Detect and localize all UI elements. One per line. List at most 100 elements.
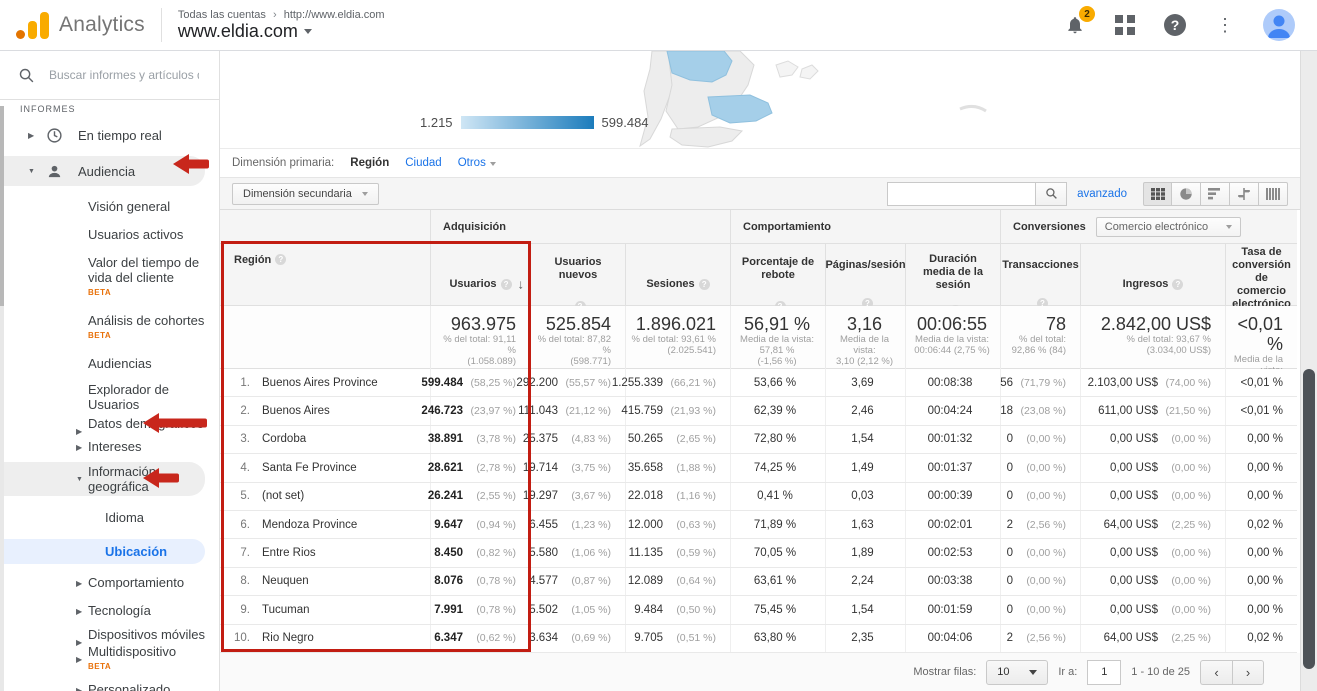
performance-view-button[interactable] [1201, 181, 1230, 206]
sidebar-item-tecnologia[interactable]: ▶ Tecnología [76, 603, 151, 618]
table-search-button[interactable] [1035, 181, 1068, 206]
dimension-ciudad-link[interactable]: Ciudad [405, 157, 442, 169]
column-header-ingresos[interactable]: Ingresos? [1080, 244, 1225, 324]
column-header-paginas-sesion[interactable]: Páginas/sesión? [825, 244, 906, 324]
page-scrollbar[interactable] [1300, 51, 1317, 691]
sidebar-item-audiencia[interactable]: ▼ Audiencia [0, 156, 205, 186]
region-link[interactable]: (not set) [262, 490, 305, 503]
sort-descending-icon[interactable]: ↓ [517, 276, 525, 292]
sidebar-scrollbar[interactable] [0, 106, 4, 691]
analytics-logo-icon[interactable] [16, 11, 49, 39]
transactions-value: 0 [1006, 547, 1013, 560]
sidebar-item-explorador-usuarios[interactable]: Explorador de Usuarios [88, 382, 169, 412]
secondary-dimension-button[interactable]: Dimensión secundaria [232, 182, 379, 205]
sidebar-item-analisis-cohortes[interactable]: Análisis de cohortes BETA [0, 313, 219, 343]
sidebar-item-audiencias[interactable]: Audiencias [88, 356, 152, 371]
rows-per-page-select[interactable]: 10 [986, 659, 1049, 685]
conv-rate-value: 0,00 % [1247, 575, 1283, 588]
kebab-menu-icon[interactable]: ⋮ [1216, 14, 1234, 35]
advanced-filter-link[interactable]: avanzado [1077, 187, 1127, 200]
user-avatar[interactable] [1263, 9, 1295, 41]
sidebar-item-intereses[interactable]: ▶ Intereses [76, 439, 142, 454]
breadcrumb-url[interactable]: http://www.eldia.com [283, 8, 385, 21]
search-icon [19, 68, 34, 82]
sidebar-item-dispositivos-moviles[interactable]: ▶ Dispositivos móviles [0, 627, 219, 647]
revenue-pct: (2,25 %) [1171, 632, 1211, 645]
scrollbar-thumb[interactable] [1303, 369, 1315, 669]
region-link[interactable]: Entre Rios [262, 547, 316, 560]
dimension-otros-link[interactable]: Otros [458, 157, 496, 169]
sidebar-item-vision-general[interactable]: Visión general [88, 199, 171, 214]
transactions-value: 2 [1006, 632, 1013, 645]
sidebar-item-comportamiento[interactable]: ▶ Comportamiento [76, 575, 185, 590]
help-icon[interactable]: ? [275, 254, 287, 265]
breadcrumb[interactable]: Todas las cuentas › http://www.eldia.com [177, 8, 385, 21]
sidebar-item-informacion-geografica[interactable]: ▼ Información geográfica [0, 462, 205, 496]
pages-value: 1,54 [851, 603, 874, 616]
sidebar-item-idioma[interactable]: Idioma [105, 510, 145, 525]
pages-value: 2,46 [851, 405, 874, 418]
region-link[interactable]: Neuquen [262, 575, 309, 588]
breadcrumb-account[interactable]: Todas las cuentas [177, 8, 266, 21]
revenue-value: 64,00 US$ [1103, 518, 1158, 531]
chevron-right-icon: ▶ [76, 686, 83, 691]
dimension-region-selected[interactable]: Región [350, 157, 390, 169]
argentina-map[interactable] [220, 51, 1300, 149]
pages-value: 1,54 [851, 433, 874, 446]
region-link[interactable]: Mendoza Province [262, 518, 358, 531]
region-link[interactable]: Tucuman [262, 603, 310, 616]
column-header-transacciones[interactable]: Transacciones? [1000, 244, 1080, 324]
transactions-pct: (71,79 %) [1020, 376, 1066, 389]
region-link[interactable]: Buenos Aires [262, 405, 330, 418]
column-header-region[interactable]: Región? [220, 244, 430, 324]
users-value: 8.450 [434, 547, 463, 560]
sidebar-item-realtime[interactable]: ▶ En tiempo real [0, 120, 219, 150]
help-icon[interactable]: ? [698, 278, 710, 290]
column-header-usuarios[interactable]: Usuarios? ↓ [430, 244, 530, 324]
table-view-button[interactable] [1143, 181, 1172, 206]
region-link[interactable]: Rio Negro [262, 632, 314, 645]
table-search-input[interactable] [887, 181, 1036, 206]
duration-value: 00:04:24 [927, 405, 973, 418]
comparison-view-button[interactable] [1230, 181, 1259, 206]
next-page-button[interactable]: › [1232, 659, 1264, 685]
main-content: 1.215 599.484 Dimensión primaria: Región… [220, 51, 1300, 691]
goto-page-input[interactable] [1087, 659, 1122, 685]
sidebar-item-valor-tiempo-vida[interactable]: Valor del tiempo de vida del cliente BET… [0, 255, 219, 300]
sidebar-item-datos-demograficos[interactable]: ▶ Datos demográficos [0, 416, 219, 436]
conversions-type-select[interactable]: Comercio electrónico [1095, 216, 1242, 237]
sidebar-item-multidispositivo[interactable]: ▶ Multidispositivo BETA [0, 644, 219, 674]
pages-value: 1,89 [851, 547, 874, 560]
region-link[interactable]: Santa Fe Province [262, 461, 357, 474]
summary-rebote: 56,91 % Media de la vista: 57,81 % (-1,56 … [730, 306, 825, 398]
pivot-view-button[interactable] [1259, 181, 1288, 206]
help-icon[interactable]: ? [862, 298, 873, 309]
sidebar-item-usuarios-activos[interactable]: Usuarios activos [88, 227, 184, 242]
help-icon[interactable]: ? [1172, 278, 1184, 290]
region-link[interactable]: Buenos Aires Province [262, 376, 378, 389]
notifications-bell-icon[interactable]: 2 [1063, 6, 1095, 37]
new-users-value: 19.297 [522, 490, 558, 503]
region-link[interactable]: Cordoba [262, 433, 307, 446]
revenue-pct: (2,25 %) [1171, 518, 1211, 531]
help-icon[interactable]: ? [500, 278, 512, 290]
duration-value: 00:01:59 [927, 603, 973, 616]
help-icon[interactable]: ? [1037, 298, 1048, 309]
help-icon[interactable]: ? [1163, 13, 1187, 37]
apps-grid-icon[interactable] [1113, 13, 1137, 37]
percentage-view-button[interactable] [1172, 181, 1201, 206]
property-selector[interactable]: www.eldia.com [177, 20, 298, 41]
search-input[interactable] [49, 68, 199, 82]
column-header-duracion-media[interactable]: Duración media de la sesión? [905, 244, 1000, 324]
users-value: 38.891 [427, 433, 463, 446]
sidebar-item-personalizado[interactable]: ▶ Personalizado [0, 682, 219, 691]
revenue-value: 611,00 US$ [1098, 405, 1158, 418]
previous-page-button[interactable]: ‹ [1200, 659, 1232, 685]
row-rank: 10. [234, 632, 250, 645]
duration-value: 00:01:37 [927, 461, 973, 474]
sidebar-item-ubicacion[interactable]: Ubicación [0, 539, 205, 564]
sessions-value: 50.265 [627, 433, 663, 446]
column-header-sesiones[interactable]: Sesiones? [625, 244, 730, 324]
users-pct: (23,97 %) [470, 405, 516, 418]
sidebar-search[interactable] [0, 51, 219, 100]
